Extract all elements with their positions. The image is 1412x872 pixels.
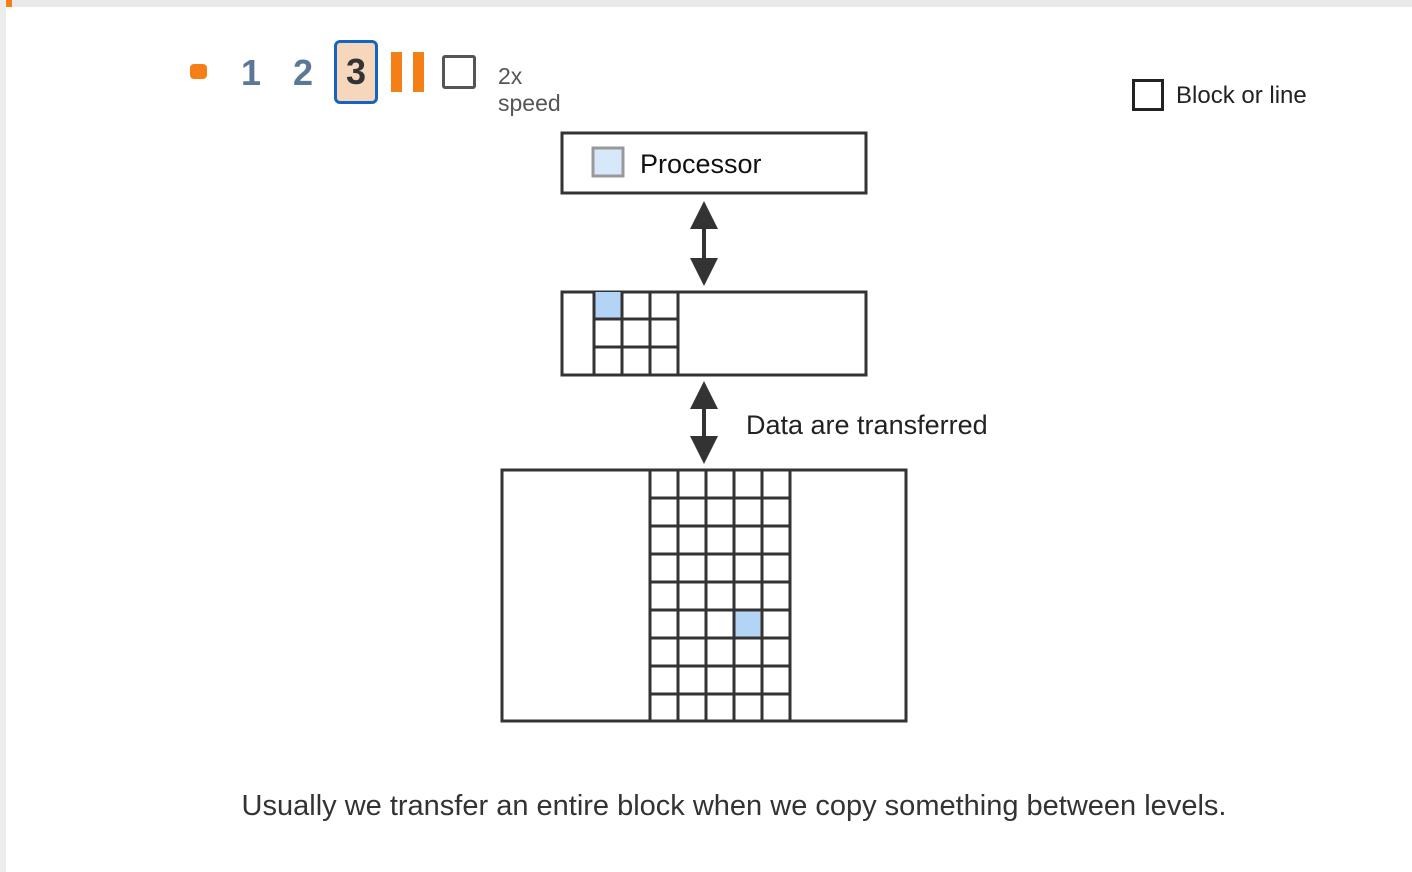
- speed-label: 2x speed: [498, 63, 561, 116]
- step-1-button[interactable]: 1: [240, 52, 262, 93]
- progress-accent: [0, 0, 12, 7]
- processor-register: [591, 146, 625, 178]
- reset-button[interactable]: [190, 64, 207, 79]
- transfer-label: Data are transferred: [746, 410, 988, 440]
- step-3-button[interactable]: 3: [334, 40, 378, 104]
- pause-icon: [391, 52, 402, 92]
- cache-highlight-cell: [594, 292, 622, 319]
- block-or-line-checkbox[interactable]: [1132, 79, 1164, 111]
- speed-checkbox[interactable]: [442, 55, 476, 89]
- caption: Usually we transfer an entire block when…: [241, 790, 1227, 822]
- memory-highlight-cell: [734, 610, 762, 638]
- step-2-button[interactable]: 2: [292, 52, 314, 93]
- cache-box: [560, 290, 868, 377]
- block-or-line-label: Block or line: [1176, 82, 1307, 109]
- pause-icon-bar: [413, 52, 424, 92]
- left-border: [0, 0, 6, 872]
- processor-label: Processor: [640, 149, 762, 179]
- memory-box: [500, 468, 908, 723]
- pause-button[interactable]: [391, 52, 425, 92]
- top-strip: [0, 0, 1412, 7]
